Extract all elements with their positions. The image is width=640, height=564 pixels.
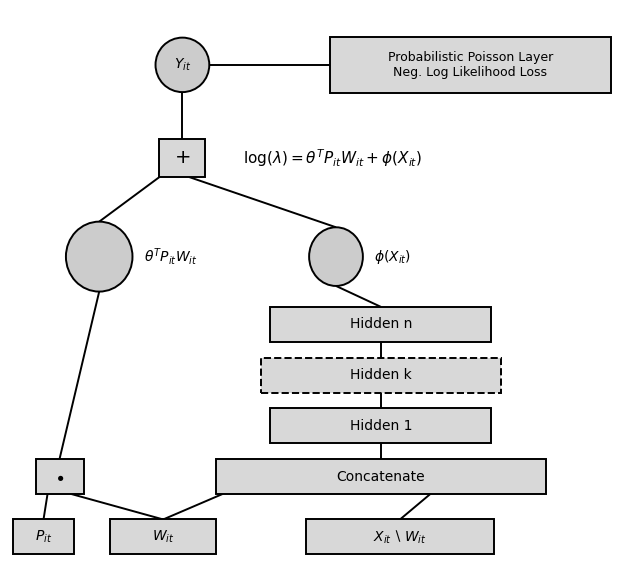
Text: $\phi(X_{it})$: $\phi(X_{it})$ — [374, 248, 412, 266]
Text: Hidden n: Hidden n — [349, 318, 412, 331]
Text: $\log(\lambda) = \theta^T P_{it}W_{it} + \phi(X_{it})$: $\log(\lambda) = \theta^T P_{it}W_{it} +… — [243, 147, 422, 169]
Text: Concatenate: Concatenate — [337, 470, 425, 483]
Text: $\theta^T P_{it}W_{it}$: $\theta^T P_{it}W_{it}$ — [144, 246, 198, 267]
Bar — [159, 139, 205, 177]
Text: Hidden 1: Hidden 1 — [349, 419, 412, 433]
Text: Hidden k: Hidden k — [350, 368, 412, 382]
Text: $X_{it} \setminus W_{it}$: $X_{it} \setminus W_{it}$ — [373, 528, 427, 545]
Bar — [270, 307, 492, 342]
Text: $W_{it}$: $W_{it}$ — [152, 528, 175, 545]
Text: $P_{it}$: $P_{it}$ — [35, 528, 52, 545]
Ellipse shape — [309, 227, 363, 286]
Bar — [330, 37, 611, 93]
Bar — [110, 519, 216, 554]
Bar — [36, 459, 84, 494]
Bar — [216, 459, 545, 494]
Ellipse shape — [156, 38, 209, 92]
Bar — [261, 358, 500, 393]
Bar — [13, 519, 74, 554]
Text: Probabilistic Poisson Layer
Neg. Log Likelihood Loss: Probabilistic Poisson Layer Neg. Log Lik… — [388, 51, 553, 79]
Text: $+$: $+$ — [174, 148, 191, 168]
Bar — [270, 408, 492, 443]
Bar — [306, 519, 494, 554]
Ellipse shape — [66, 222, 132, 292]
Text: $Y_{it}$: $Y_{it}$ — [173, 56, 191, 73]
Text: $\bullet$: $\bullet$ — [54, 468, 65, 486]
